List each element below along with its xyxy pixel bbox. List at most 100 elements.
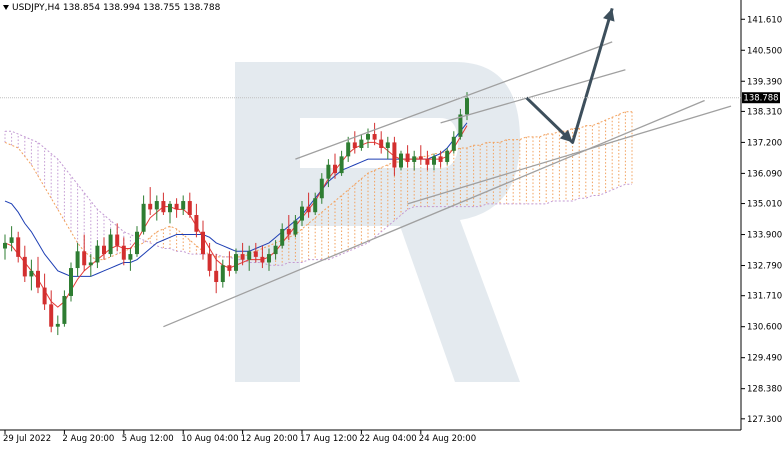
candle-body <box>346 142 351 157</box>
low-value: 138.755 <box>143 3 181 13</box>
channel-line-upper-b <box>440 69 626 124</box>
candle-body <box>432 156 436 165</box>
candle-body <box>187 201 192 215</box>
time-axis[interactable]: 29 Jul 2022 2 Aug 20:00 5 Aug 12:00 10 Aug … <box>3 430 476 444</box>
candle <box>220 259 225 288</box>
candle <box>49 290 54 333</box>
channel-line-upper-a <box>295 41 613 160</box>
candle <box>300 201 304 227</box>
candle-body <box>253 251 258 257</box>
symbol-header[interactable]: USDJPY,H4 138.854 138.994 138.755 138.78… <box>3 3 220 13</box>
candle <box>286 215 291 241</box>
candle <box>141 195 146 235</box>
candle <box>29 259 34 291</box>
time-tick-label: 22 Aug 04:00 <box>359 434 416 444</box>
forecast-arrowhead-up <box>603 8 615 22</box>
candle-body <box>392 142 397 168</box>
candle-body <box>168 203 172 213</box>
candle-body <box>240 254 245 260</box>
candle-body <box>260 256 265 263</box>
price-tick-label: 133.900 <box>747 231 782 241</box>
candle-body <box>22 256 27 277</box>
candle <box>207 242 212 277</box>
candle-body <box>300 206 304 221</box>
forecast-arrowhead-down <box>559 129 573 143</box>
candle <box>154 195 159 221</box>
candle-body <box>201 231 205 255</box>
candle <box>379 131 384 154</box>
price-tick-label: 135.010 <box>747 200 782 210</box>
close-value: 138.788 <box>183 3 221 13</box>
senkou-span-b <box>5 130 632 266</box>
candle-body <box>352 142 357 148</box>
candle <box>438 150 443 168</box>
candle <box>458 108 463 140</box>
time-tick-label: 5 Aug 12:00 <box>122 434 174 444</box>
candle-body <box>69 268 73 296</box>
candle <box>194 203 199 238</box>
candle <box>339 150 344 176</box>
candle-body <box>451 136 456 151</box>
candle <box>425 150 430 171</box>
candle-body <box>333 164 337 174</box>
candle-body <box>135 231 139 255</box>
candle <box>247 245 252 271</box>
candle-body <box>280 228 285 246</box>
candle <box>399 150 403 171</box>
price-tick-label: 140.500 <box>747 46 782 56</box>
candle <box>412 150 417 171</box>
candle-body <box>220 265 225 283</box>
candle-body <box>148 203 153 210</box>
candle <box>214 254 219 294</box>
candle-body <box>465 97 469 115</box>
candle <box>234 248 238 274</box>
candle-body <box>425 159 430 165</box>
time-tick-label: 10 Aug 04:00 <box>181 434 238 444</box>
candle-body <box>161 201 166 213</box>
candle-body <box>445 150 450 162</box>
time-tick-label: 24 Aug 20:00 <box>419 434 476 444</box>
candle-body <box>154 201 159 210</box>
price-tick-label: 130.600 <box>747 323 782 333</box>
candle-body <box>293 220 298 235</box>
candle-body <box>214 270 219 283</box>
candle-body <box>379 139 384 148</box>
candle-body <box>207 254 212 271</box>
candle-body <box>418 156 423 160</box>
candle <box>102 237 106 260</box>
candle <box>326 159 331 188</box>
candle <box>372 122 377 146</box>
current-price-label: 138.788 <box>743 94 778 104</box>
candle-body <box>88 262 93 266</box>
trend-channels <box>163 41 732 328</box>
time-tick-label: 17 Aug 12:00 <box>300 434 357 444</box>
candle <box>55 315 60 336</box>
candle-body <box>36 270 40 288</box>
candle-body <box>385 142 390 148</box>
candle <box>273 240 278 260</box>
symbol-label: USDJPY,H4 <box>12 3 60 13</box>
price-tick-label: 139.390 <box>747 77 782 87</box>
candle <box>108 228 113 257</box>
watermark-logo <box>235 62 520 382</box>
candle <box>346 136 351 162</box>
candle <box>168 201 172 224</box>
candle <box>88 254 93 277</box>
candle <box>115 223 120 252</box>
candle <box>418 145 423 165</box>
candle-body <box>326 164 331 179</box>
candle <box>161 192 166 215</box>
candle-body <box>62 295 67 324</box>
senkou-span-a <box>4 111 632 261</box>
candle-body <box>286 228 291 235</box>
candle <box>306 192 311 218</box>
price-tick-label: 128.380 <box>747 385 782 395</box>
candle-body <box>306 206 311 213</box>
candle-body <box>108 234 113 255</box>
candle <box>82 234 87 271</box>
price-axis[interactable]: 141.610 140.500 139.390 138.310 137.200 136.0… <box>741 15 782 425</box>
candle <box>280 223 285 249</box>
candle-body <box>273 245 278 255</box>
